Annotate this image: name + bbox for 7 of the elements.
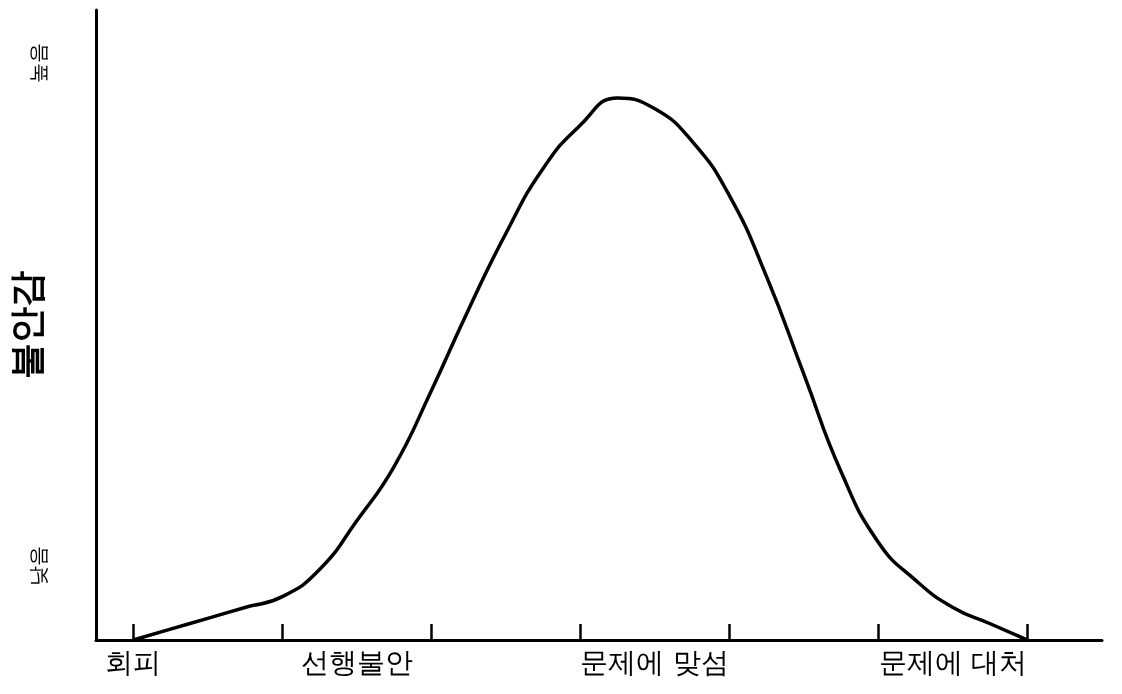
text: 높음 [26,43,50,83]
y-axis-title: 불안감 [5,271,47,379]
x-tick-label: 문제에 대처 [878,645,1028,679]
x-tick-label: 회피 [105,645,162,679]
text: 낮음 [26,546,50,586]
x-tick-label: 선행불안 [300,645,413,679]
x-tick-label: 문제에 맞섬 [580,645,730,679]
